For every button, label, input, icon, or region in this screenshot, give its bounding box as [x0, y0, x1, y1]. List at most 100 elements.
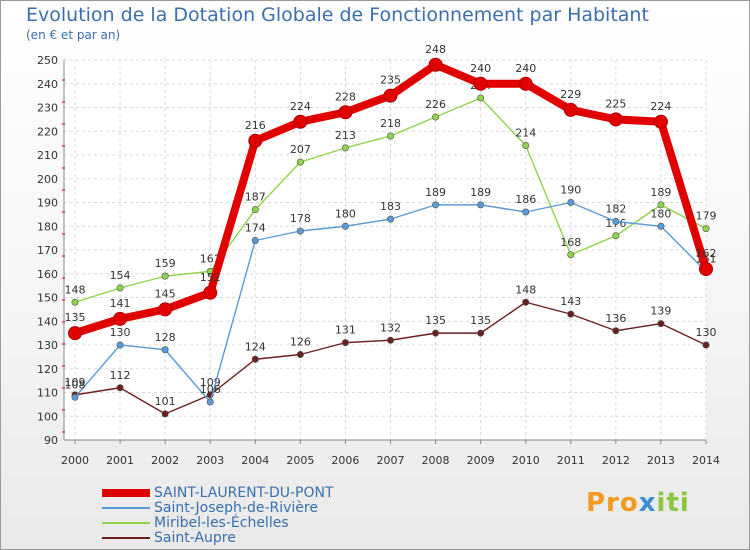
x-tick-label: 2012	[602, 454, 630, 467]
data-label: 189	[425, 186, 446, 199]
data-label: 174	[245, 222, 266, 235]
y-tick-label: 170	[37, 244, 58, 257]
data-label: 101	[155, 395, 176, 408]
x-tick-label: 2001	[106, 454, 134, 467]
data-point	[702, 225, 710, 233]
data-label: 240	[470, 62, 491, 75]
data-point	[608, 112, 623, 127]
data-label: 179	[696, 210, 717, 223]
y-tick-label: 120	[37, 363, 58, 376]
chart-subtitle: (en € et par an)	[26, 28, 121, 42]
data-point	[612, 232, 620, 240]
data-label: 159	[155, 257, 176, 270]
data-label: 162	[696, 247, 717, 260]
data-label: 240	[515, 62, 536, 75]
data-point	[477, 94, 485, 102]
data-label: 182	[605, 203, 626, 216]
data-label: 235	[380, 74, 401, 87]
data-point	[386, 132, 394, 140]
data-point	[251, 355, 259, 363]
legend-item: Saint-Joseph-de-Rivière	[102, 500, 402, 516]
legend-label: Miribel-les-Échelles	[154, 515, 289, 531]
data-label: 248	[425, 43, 446, 56]
data-point	[293, 114, 308, 129]
data-label: 180	[335, 207, 356, 220]
data-label: 152	[200, 271, 221, 284]
y-tick-label: 180	[37, 220, 58, 233]
data-point	[248, 133, 263, 148]
legend-swatch	[102, 507, 150, 509]
data-label: 214	[515, 127, 536, 140]
x-tick-label: 2008	[422, 454, 450, 467]
data-label: 145	[155, 287, 176, 300]
data-point	[428, 57, 443, 72]
data-point	[113, 311, 128, 326]
data-point	[116, 341, 124, 349]
data-label: 141	[110, 297, 131, 310]
data-label: 213	[335, 129, 356, 142]
data-label: 225	[605, 97, 626, 110]
data-point	[161, 346, 169, 354]
data-label: 218	[380, 117, 401, 130]
y-tick-label: 90	[44, 434, 58, 447]
data-label: 128	[155, 331, 176, 344]
data-label: 180	[650, 207, 671, 220]
data-point	[567, 251, 575, 259]
data-point	[477, 329, 485, 337]
y-tick-label: 150	[37, 292, 58, 305]
data-point	[341, 144, 349, 152]
legend-item: Saint-Aupre	[102, 530, 402, 546]
data-label: 224	[650, 100, 671, 113]
y-tick-label: 240	[37, 78, 58, 91]
x-tick-label: 2009	[467, 454, 495, 467]
legend-label: SAINT-LAURENT-DU-PONT	[154, 485, 334, 501]
data-point	[68, 326, 82, 341]
data-point	[116, 384, 124, 392]
data-label: 132	[380, 321, 401, 334]
logo-pro: Pro	[586, 488, 639, 518]
data-point	[653, 114, 668, 129]
data-point	[116, 284, 124, 292]
data-point	[432, 113, 440, 121]
y-tick-label: 160	[37, 268, 58, 281]
data-label: 187	[245, 191, 266, 204]
data-label: 109	[65, 376, 86, 389]
data-label: 216	[245, 119, 266, 132]
legend-swatch	[102, 522, 150, 524]
data-point	[657, 201, 665, 209]
data-label: 154	[110, 269, 131, 282]
data-point	[71, 298, 79, 306]
data-label: 106	[200, 383, 221, 396]
data-label: 168	[560, 236, 581, 249]
data-point	[612, 327, 620, 335]
data-label: 136	[605, 312, 626, 325]
x-tick-label: 2000	[61, 454, 89, 467]
y-tick-label: 110	[37, 387, 58, 400]
data-label: 135	[425, 314, 446, 327]
y-tick-label: 200	[37, 173, 58, 186]
data-label: 228	[335, 90, 356, 103]
legend: SAINT-LAURENT-DU-PONT Saint-Joseph-de-Riv…	[102, 485, 402, 546]
x-tick-label: 2003	[196, 454, 224, 467]
data-point	[657, 320, 665, 328]
legend-label: Saint-Aupre	[154, 530, 236, 546]
y-tick-label: 220	[37, 125, 58, 138]
logo-x: x	[638, 488, 657, 518]
x-tick-label: 2013	[647, 454, 675, 467]
data-label: 135	[65, 311, 86, 324]
data-label: 207	[290, 143, 311, 156]
data-label: 189	[650, 186, 671, 199]
x-tick-label: 2010	[512, 454, 540, 467]
data-point	[386, 215, 394, 223]
data-point	[383, 88, 398, 103]
y-tick-label: 190	[37, 197, 58, 210]
data-point	[296, 158, 304, 166]
logo-iti: iti	[656, 488, 690, 518]
data-point	[657, 222, 665, 230]
data-point	[386, 336, 394, 344]
data-point	[161, 272, 169, 280]
data-point	[563, 102, 578, 117]
data-point	[432, 329, 440, 337]
data-point	[567, 310, 575, 318]
